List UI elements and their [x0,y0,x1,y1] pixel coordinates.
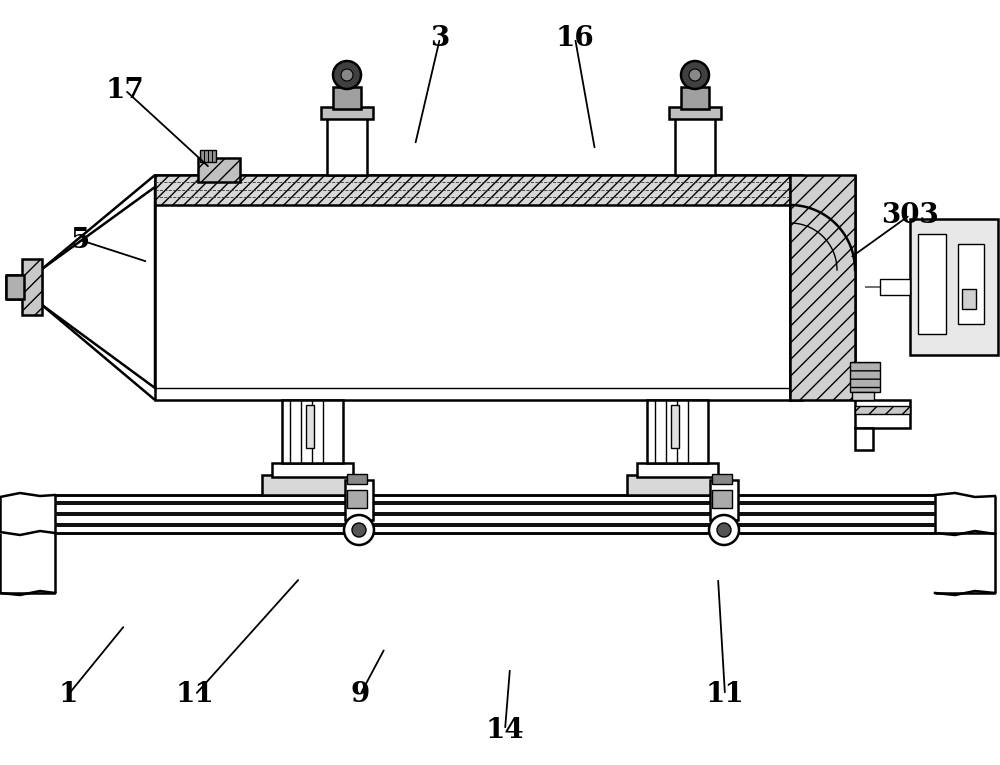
Bar [910,219,998,355]
Bar [712,490,732,508]
Circle shape [352,523,366,537]
Circle shape [681,61,709,89]
Bar [710,480,738,520]
Text: 16: 16 [556,24,594,51]
Bar [712,474,732,484]
Bar [282,400,343,463]
Text: 11: 11 [176,682,214,708]
Bar [321,107,373,119]
Bar [6,275,24,299]
Circle shape [709,515,739,545]
Bar [918,234,946,334]
Bar [327,117,367,175]
Bar [345,480,373,520]
Bar [55,523,935,527]
Bar [671,405,679,448]
Bar [647,400,708,463]
Bar [675,117,715,175]
Text: 17: 17 [106,76,144,103]
Circle shape [341,69,353,81]
Bar [681,87,709,109]
Text: 9: 9 [350,682,370,708]
Bar [306,405,314,448]
Bar [627,475,728,495]
Polygon shape [790,175,855,400]
Text: 11: 11 [706,682,744,708]
Bar [855,406,910,414]
Circle shape [333,61,361,89]
Bar [22,259,42,315]
Bar [262,475,363,495]
Bar [55,501,935,505]
Bar [333,87,361,109]
Bar [347,490,367,508]
Bar [880,279,910,295]
Text: 5: 5 [70,226,90,253]
Bar [347,474,367,484]
Bar [850,362,880,392]
Text: 1: 1 [58,682,78,708]
Bar [958,244,984,324]
Circle shape [344,515,374,545]
Bar [855,400,910,428]
Bar [790,175,802,400]
Bar [200,150,216,162]
Bar [637,463,718,477]
Bar [962,289,976,309]
Polygon shape [42,187,155,388]
Bar [55,495,935,533]
Bar [155,175,790,205]
Circle shape [717,523,731,537]
Text: 303: 303 [881,201,939,229]
Circle shape [689,69,701,81]
Bar [669,107,721,119]
Bar [198,158,240,182]
Bar [55,512,935,516]
Bar [852,392,874,400]
Text: 3: 3 [430,24,450,51]
Bar [272,463,353,477]
Bar [855,428,873,450]
Bar [55,533,935,593]
Bar [155,175,790,400]
Text: 14: 14 [486,717,524,744]
